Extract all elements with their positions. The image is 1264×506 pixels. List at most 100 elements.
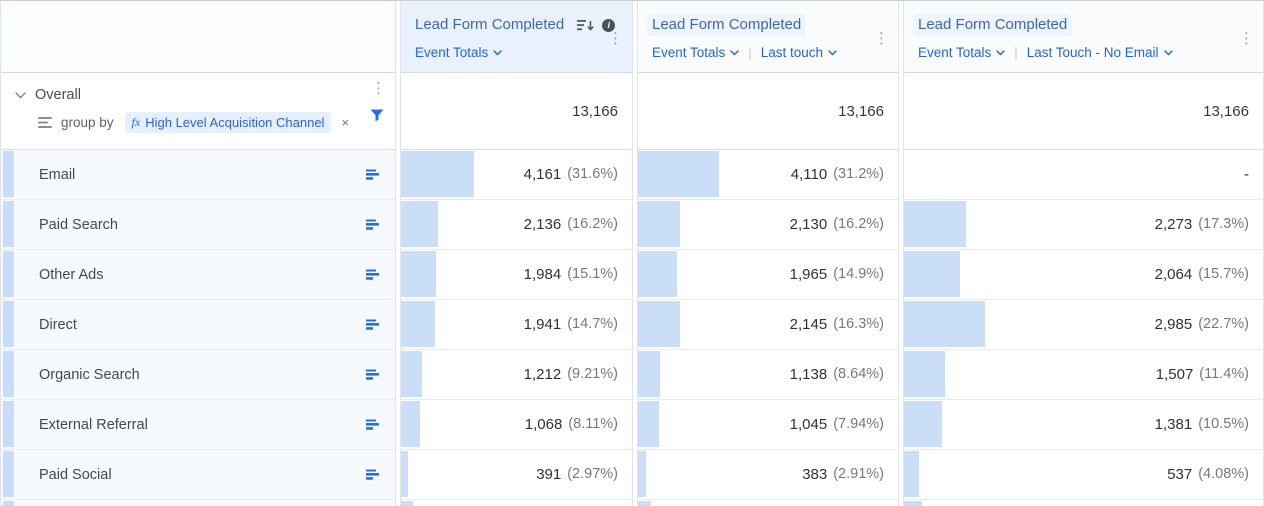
- column-menu-icon[interactable]: ⋮: [874, 30, 889, 47]
- row-label-other-ads[interactable]: Other Ads: [1, 250, 395, 300]
- cell-text: 1,068 (8.11%): [525, 400, 618, 448]
- metric-cell-paid-search[interactable]: 2,136 (16.2%): [401, 200, 632, 250]
- metric-cell-paid-search[interactable]: 2,130 (16.2%): [638, 200, 898, 250]
- column-header-1[interactable]: Lead Form Completed i Event Totals ⋮: [401, 1, 632, 73]
- metric-cell-organic-search[interactable]: 1,507 (11.4%): [904, 350, 1263, 400]
- metric-column-2: Lead Form Completed Event Totals | Last …: [637, 1, 899, 506]
- cell-percent: (16.2%): [833, 216, 884, 232]
- metric-cell-paid-social[interactable]: 383 (2.91%): [638, 450, 898, 500]
- event-name[interactable]: Lead Form Completed: [647, 14, 807, 36]
- group-by-label: group by: [61, 115, 114, 130]
- cell-bar: [401, 501, 413, 506]
- metric-cell-external-referral[interactable]: 1,068 (8.11%): [401, 400, 632, 450]
- breakdown-bars-icon[interactable]: [366, 419, 380, 430]
- overall-value-3: 13,166: [904, 73, 1263, 150]
- row-label-organic-search[interactable]: Organic Search: [1, 350, 395, 400]
- cell-text: 2,130 (16.2%): [790, 200, 884, 248]
- cell-percent: (14.9%): [833, 266, 884, 282]
- metric-cell-other-ads[interactable]: 1,965 (14.9%): [638, 250, 898, 300]
- measure-dropdown[interactable]: Event Totals: [415, 45, 502, 60]
- overall-label: Overall: [35, 87, 81, 103]
- row-labels-body: Email Paid Search Other Ads Direct Organic S…: [1, 150, 395, 500]
- row-label-external-referral[interactable]: External Referral: [1, 400, 395, 450]
- cell-percent: (9.21%): [567, 366, 618, 382]
- metric-cell-other-ads[interactable]: 2,064 (15.7%): [904, 250, 1263, 300]
- row-label-paid-search[interactable]: Paid Search: [1, 200, 395, 250]
- cell-bar: [638, 351, 661, 397]
- breakdown-bars-icon[interactable]: [366, 469, 380, 480]
- sort-descending-icon[interactable]: [577, 19, 595, 32]
- event-name[interactable]: Lead Form Completed: [913, 14, 1073, 36]
- breakdown-bars-icon[interactable]: [366, 369, 380, 380]
- cell-bar: [904, 301, 986, 347]
- overall-value-1: 13,166: [401, 73, 632, 150]
- measure-dropdown[interactable]: Event Totals: [652, 45, 739, 60]
- column-header-2[interactable]: Lead Form Completed Event Totals | Last …: [638, 1, 898, 73]
- metric-column-3-body: - 2,273 (17.3%) 2,064 (15.7%) 2,985 (22.7%) 1,5…: [904, 150, 1263, 500]
- attribution-dropdown[interactable]: Last Touch - No Email: [1027, 45, 1173, 60]
- metric-cell-paid-search[interactable]: 2,273 (17.3%): [904, 200, 1263, 250]
- group-by-icon: [38, 116, 53, 129]
- cell-value: 4,161: [523, 165, 562, 183]
- overall-value-2: 13,166: [638, 73, 898, 150]
- cell-text: 1,045 (7.94%): [790, 400, 884, 448]
- cell-bar: [638, 201, 681, 247]
- event-name[interactable]: Lead Form Completed: [415, 16, 565, 33]
- measure-dropdown[interactable]: Event Totals: [918, 45, 1005, 60]
- breakdown-bars-icon[interactable]: [366, 169, 380, 180]
- metric-cell-email[interactable]: 4,110 (31.2%): [638, 150, 898, 200]
- metric-cell-email[interactable]: 4,161 (31.6%): [401, 150, 632, 200]
- cell-value: 1,381: [1154, 415, 1193, 433]
- collapse-chevron-icon[interactable]: [15, 91, 26, 99]
- metric-cell-external-referral[interactable]: 1,381 (10.5%): [904, 400, 1263, 450]
- metric-cell-email[interactable]: -: [904, 150, 1263, 200]
- info-icon[interactable]: i: [602, 18, 616, 32]
- metric-cell-other-ads[interactable]: 1,984 (15.1%): [401, 250, 632, 300]
- overall-row-label-cell[interactable]: Overall ⋮ group by fx High Level Acquisi…: [1, 73, 395, 150]
- breakdown-bars-icon[interactable]: [366, 269, 380, 280]
- breakdown-bars-icon[interactable]: [366, 319, 380, 330]
- cell-value: 383: [802, 465, 828, 483]
- column-menu-icon[interactable]: ⋮: [1239, 30, 1254, 47]
- cell-bar: [904, 501, 922, 506]
- cell-value: 2,130: [789, 215, 828, 233]
- cell-text: 1,212 (9.21%): [524, 350, 618, 398]
- cell-bar: [904, 201, 967, 247]
- row-accent: [3, 401, 14, 447]
- row-accent: [3, 451, 14, 497]
- cell-bar: [904, 451, 919, 497]
- cell-percent: (8.11%): [568, 416, 618, 432]
- cell-value: 1,941: [523, 315, 562, 333]
- remove-group-by-icon[interactable]: ×: [341, 115, 350, 130]
- cell-percent: (16.2%): [567, 216, 618, 232]
- cell-percent: (31.6%): [567, 166, 618, 182]
- metric-cell-direct[interactable]: 2,985 (22.7%): [904, 300, 1263, 350]
- metric-cell-organic-search[interactable]: 1,138 (8.64%): [638, 350, 898, 400]
- metric-cell-direct[interactable]: 2,145 (16.3%): [638, 300, 898, 350]
- row-label-direct[interactable]: Direct: [1, 300, 395, 350]
- column-menu-icon[interactable]: ⋮: [608, 30, 623, 47]
- metric-cell-external-referral[interactable]: 1,045 (7.94%): [638, 400, 898, 450]
- cell-percent: (4.08%): [1198, 466, 1249, 482]
- column-header-3[interactable]: Lead Form Completed Event Totals | Last …: [904, 1, 1263, 73]
- row-label-email[interactable]: Email: [1, 150, 395, 200]
- metric-cell-paid-social[interactable]: 537 (4.08%): [904, 450, 1263, 500]
- cell-text: 2,064 (15.7%): [1155, 250, 1249, 298]
- overall-kebab-menu-icon[interactable]: ⋮: [371, 80, 386, 97]
- row-labels-panel: Overall ⋮ group by fx High Level Acquisi…: [0, 1, 396, 506]
- filter-funnel-icon[interactable]: [370, 109, 384, 122]
- cell-text: 2,136 (16.2%): [524, 200, 618, 248]
- metric-cell-direct[interactable]: 1,941 (14.7%): [401, 300, 632, 350]
- cell-percent: (15.1%): [567, 266, 618, 282]
- cell-percent: (2.91%): [833, 466, 884, 482]
- cell-percent: (14.7%): [567, 316, 618, 332]
- metric-column-3: Lead Form Completed Event Totals | Last …: [903, 1, 1264, 506]
- attribution-dropdown[interactable]: Last touch: [761, 45, 837, 60]
- cell-text: 2,273 (17.3%): [1155, 200, 1249, 248]
- cell-bar: [401, 201, 439, 247]
- row-label-paid-social[interactable]: Paid Social: [1, 450, 395, 500]
- group-by-chip[interactable]: fx High Level Acquisition Channel: [124, 112, 332, 133]
- metric-cell-paid-social[interactable]: 391 (2.97%): [401, 450, 632, 500]
- breakdown-bars-icon[interactable]: [366, 219, 380, 230]
- metric-cell-organic-search[interactable]: 1,212 (9.21%): [401, 350, 632, 400]
